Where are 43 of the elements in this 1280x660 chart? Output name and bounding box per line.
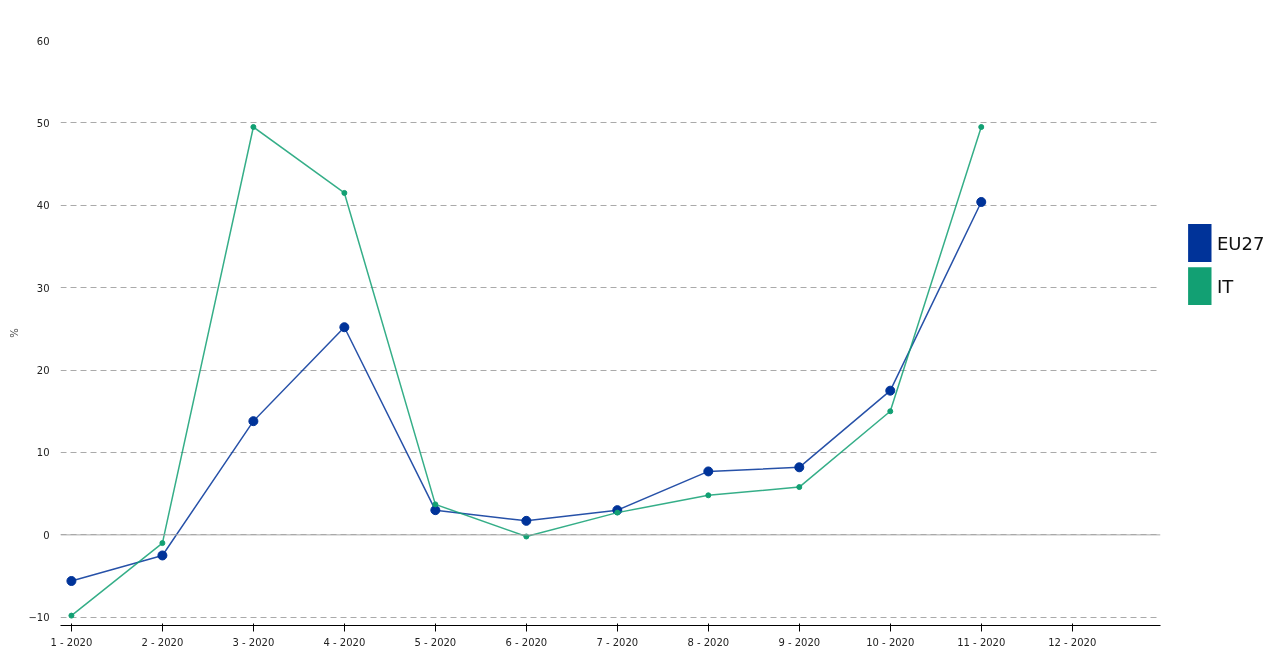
point	[705, 492, 712, 499]
x-tick-label: 5 - 2020	[414, 636, 457, 648]
point	[885, 385, 896, 396]
x-tick-label: 12 - 2020	[1048, 636, 1097, 648]
point	[432, 501, 439, 508]
y-tick-label: 10	[36, 447, 50, 459]
point	[248, 416, 259, 427]
point	[341, 189, 348, 196]
point	[430, 505, 441, 516]
point	[887, 408, 894, 415]
point	[703, 466, 714, 477]
x-tick-label: 4 - 2020	[323, 636, 366, 648]
point	[157, 550, 168, 561]
x-tick-label: 10 - 2020	[866, 636, 915, 648]
point	[976, 197, 987, 207]
point	[521, 515, 532, 526]
point	[796, 484, 803, 491]
y-tick-label: −10	[28, 612, 50, 624]
legend-label: EU27	[1216, 232, 1265, 254]
point	[978, 124, 985, 131]
x-tick-label: 7 - 2020	[596, 636, 639, 648]
x-tick-label: 6 - 2020	[505, 636, 548, 648]
y-tick-label: 0	[43, 529, 50, 541]
point	[614, 509, 621, 516]
point	[66, 576, 77, 586]
x-tick-label: 1 - 2020	[50, 636, 93, 648]
y-tick-label: 20	[36, 365, 50, 377]
y-axis-title: %	[9, 328, 21, 338]
y-tick-label: 40	[36, 200, 50, 212]
point	[339, 322, 350, 333]
x-tick-label: 8 - 2020	[687, 636, 730, 648]
legend-label: IT	[1216, 275, 1235, 297]
point	[159, 540, 166, 547]
point	[794, 462, 805, 473]
point	[68, 612, 75, 619]
x-tick-label: 11 - 2020	[957, 636, 1006, 648]
y-tick-label: 60	[36, 35, 50, 47]
y-tick-label: 50	[36, 117, 50, 129]
point	[250, 124, 257, 131]
x-tick-label: 9 - 2020	[778, 636, 821, 648]
x-tick-label: 2 - 2020	[141, 636, 184, 648]
y-tick-label: 30	[36, 282, 50, 294]
x-tick-label: 3 - 2020	[232, 636, 275, 648]
